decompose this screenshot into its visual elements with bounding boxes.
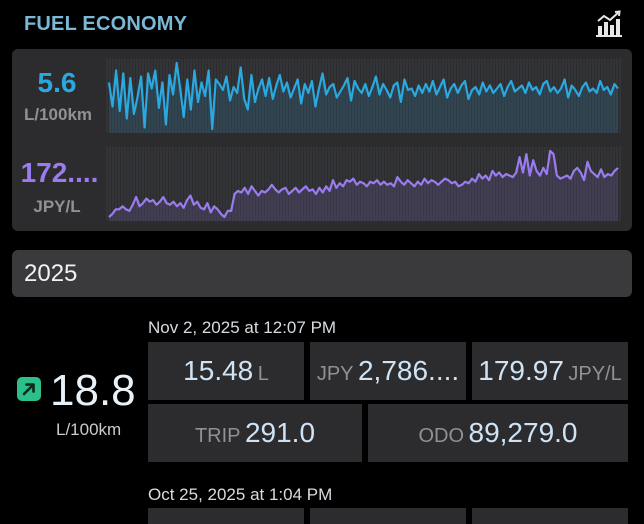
volume-value: 15.48 bbox=[183, 355, 254, 386]
economy-unit: L/100km bbox=[23, 105, 93, 124]
chart-trend-button[interactable] bbox=[594, 9, 624, 39]
graph-card[interactable]: 5.6 L/100km 172.... JPY/L bbox=[12, 49, 632, 231]
volume-cell[interactable]: 15.48 L bbox=[148, 342, 304, 400]
economy-sparkline bbox=[105, 59, 622, 133]
volume-unit: L bbox=[257, 363, 269, 385]
entry-date: Nov 2, 2025 at 12:07 PM bbox=[148, 318, 337, 337]
unit-price-value: 179.97 bbox=[478, 355, 564, 386]
sparkline-series bbox=[108, 149, 619, 219]
trip-value: 291.0 bbox=[244, 417, 316, 448]
entry-date: Oct 25, 2025 at 1:04 PM bbox=[148, 485, 333, 504]
entry-cell[interactable] bbox=[472, 508, 628, 524]
cost-currency: JPY bbox=[316, 363, 354, 385]
price-sparkline bbox=[105, 147, 622, 221]
odo-label: ODO bbox=[418, 425, 465, 447]
odo-value: 89,279.0 bbox=[468, 417, 578, 448]
cost-value: 2,786.... bbox=[357, 355, 460, 386]
entry-economy[interactable]: 18.8 bbox=[50, 366, 136, 415]
trip-label: TRIP bbox=[194, 425, 241, 447]
chart-trend-icon bbox=[596, 10, 622, 37]
trip-cell[interactable]: TRIP 291.0 bbox=[148, 404, 362, 462]
economy-average: 5.6 bbox=[37, 67, 77, 98]
sparkline-series bbox=[107, 61, 619, 131]
year-selector[interactable]: 2025 bbox=[12, 250, 632, 297]
header: FUEL ECONOMY bbox=[24, 9, 624, 42]
page-title: FUEL ECONOMY bbox=[24, 13, 188, 35]
unit-price-cell[interactable]: 179.97 JPY/L bbox=[472, 342, 628, 400]
trend-up-icon bbox=[17, 377, 41, 401]
cost-cell[interactable]: JPY 2,786.... bbox=[310, 342, 466, 400]
entry-cell[interactable] bbox=[310, 508, 466, 524]
odo-cell[interactable]: ODO 89,279.0 bbox=[368, 404, 628, 462]
price-unit: JPY/L bbox=[33, 197, 81, 216]
entry-economy-unit: L/100km bbox=[56, 420, 122, 439]
price-average: 172.... bbox=[20, 157, 99, 188]
entry-cell[interactable] bbox=[148, 508, 304, 524]
unit-price-unit: JPY/L bbox=[568, 363, 622, 385]
